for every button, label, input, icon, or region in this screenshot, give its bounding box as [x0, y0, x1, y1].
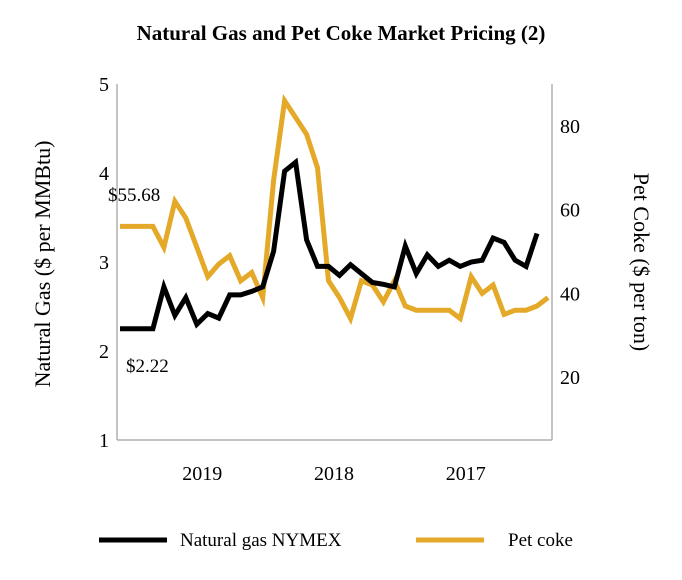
right-tick-label: 60 — [560, 200, 580, 222]
left-tick-label: 2 — [99, 341, 109, 363]
legend-label-pet-coke: Pet coke — [508, 530, 573, 551]
right-tick-label: 80 — [560, 116, 580, 138]
left-tick-label: 1 — [99, 430, 109, 452]
right-axis-ticks: 20 40 60 80 — [560, 116, 580, 389]
left-axis-ticks: 1 2 3 4 5 — [99, 74, 109, 452]
left-tick-label: 3 — [99, 252, 109, 274]
x-axis-ticks: 2019 2018 2017 — [182, 463, 485, 485]
legend: Natural gas NYMEX Pet coke — [99, 530, 573, 551]
x-tick-label: 2018 — [314, 463, 354, 485]
natural-gas-start-label: $2.22 — [126, 356, 169, 377]
left-tick-label: 4 — [99, 163, 109, 185]
right-tick-label: 20 — [560, 367, 580, 389]
left-axis-label: Natural Gas ($ per MMBtu) — [30, 141, 55, 388]
x-tick-label: 2017 — [446, 463, 486, 485]
x-tick-label: 2019 — [182, 463, 222, 485]
pet-coke-series-line — [120, 93, 550, 326]
left-tick-label: 5 — [99, 74, 109, 96]
pet-coke-start-label: $55.68 — [108, 185, 160, 206]
legend-label-natural-gas: Natural gas NYMEX — [180, 530, 342, 551]
right-axis-label: Pet Coke ($ per ton) — [629, 173, 654, 351]
natural-gas-series-line — [120, 157, 540, 332]
right-tick-label: 40 — [560, 283, 580, 305]
chart-title: Natural Gas and Pet Coke Market Pricing … — [137, 21, 546, 45]
